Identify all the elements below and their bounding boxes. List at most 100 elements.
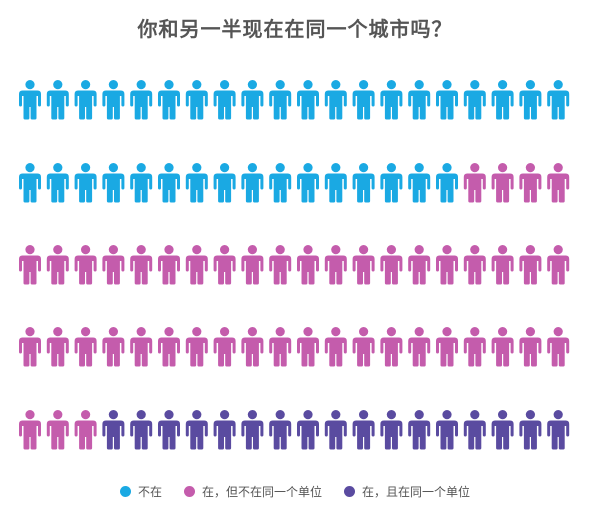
person-icon [519, 410, 542, 450]
person-icon [74, 327, 97, 367]
person-icon [241, 80, 264, 120]
person-icon [463, 327, 486, 367]
person-icon [547, 80, 570, 120]
person-icon [269, 163, 292, 203]
person-icon [491, 410, 514, 450]
person-icon [213, 327, 236, 367]
person-icon [46, 410, 69, 450]
person-icon [380, 80, 403, 120]
legend-item-same-city-diff-unit: 在，但不在同一个单位 [183, 483, 322, 500]
person-icon [408, 410, 431, 450]
person-icon [297, 163, 319, 203]
person-icon [158, 80, 180, 120]
person-icon [102, 410, 125, 450]
person-icon [241, 245, 264, 285]
person-icon [158, 327, 180, 367]
person-icon [408, 163, 431, 203]
person-icon [269, 327, 292, 367]
person-icon [46, 245, 69, 285]
legend-swatch [183, 486, 195, 497]
person-icon [241, 163, 264, 203]
person-icon [463, 80, 486, 120]
person-icon [297, 327, 319, 367]
person-icon [547, 163, 570, 203]
person-icon [213, 80, 236, 120]
person-icon [408, 327, 431, 367]
person-icon [491, 80, 514, 120]
legend-item-not-same-city: 不在 [119, 483, 162, 500]
person-icon [380, 410, 403, 450]
person-icon [463, 245, 486, 285]
person-icon [519, 327, 542, 367]
person-icon [380, 327, 403, 367]
person-icon [436, 163, 458, 203]
person-icon [547, 245, 570, 285]
chart-title: 你和另一半现在在同一个城市吗？ [137, 17, 453, 41]
person-icon [46, 163, 69, 203]
person-icon [380, 245, 403, 285]
person-icon [19, 410, 41, 450]
person-icon [46, 327, 69, 367]
person-icon [547, 327, 570, 367]
person-icon [436, 245, 458, 285]
person-icon [19, 80, 41, 120]
person-icon [463, 163, 486, 203]
person-icon [213, 410, 236, 450]
person-icon [352, 245, 375, 285]
person-icon [74, 410, 97, 450]
person-icon [185, 80, 208, 120]
person-icon [74, 245, 97, 285]
person-icon [352, 80, 375, 120]
person-icon [130, 80, 153, 120]
person-icon [324, 163, 347, 203]
person-icon [130, 163, 153, 203]
person-icon [130, 327, 153, 367]
person-icon [297, 80, 319, 120]
person-icon [380, 163, 403, 203]
person-icon [519, 163, 542, 203]
legend: 不在 在，但不在同一个单位 在，且在同一个单位 [0, 483, 590, 500]
person-icon [269, 410, 292, 450]
person-icon [46, 80, 69, 120]
person-icon [213, 245, 236, 285]
person-icon [491, 163, 514, 203]
person-icon [74, 163, 97, 203]
person-icon [158, 163, 180, 203]
person-icon [408, 245, 431, 285]
person-icon [463, 410, 486, 450]
person-icon [436, 80, 458, 120]
person-icon [324, 327, 347, 367]
person-icon [213, 163, 236, 203]
person-icon [102, 163, 125, 203]
person-icon [408, 80, 431, 120]
person-icon [436, 410, 458, 450]
person-icon [185, 410, 208, 450]
person-icon [297, 245, 319, 285]
person-icon [102, 80, 125, 120]
legend-item-same-city-same-unit: 在，且在同一个单位 [344, 483, 470, 500]
person-icon [158, 410, 180, 450]
legend-swatch [344, 486, 355, 497]
person-icon [19, 327, 41, 367]
person-icon [74, 80, 97, 120]
person-icon [324, 410, 347, 450]
person-icon [352, 410, 375, 450]
legend-label: 在，且在同一个单位 [362, 485, 471, 499]
person-icon [130, 410, 153, 450]
person-icon [436, 327, 458, 367]
person-icon [102, 245, 125, 285]
pictograph-chart [19, 80, 570, 450]
legend-label: 在，但不在同一个单位 [201, 485, 322, 499]
person-icon [269, 80, 292, 120]
person-icon [547, 410, 570, 450]
person-icon [519, 245, 542, 285]
person-icon [185, 163, 208, 203]
person-icon [130, 245, 153, 285]
person-icon [241, 410, 264, 450]
legend-swatch [119, 486, 131, 497]
person-icon [352, 163, 375, 203]
person-icon [185, 245, 208, 285]
person-icon [519, 80, 542, 120]
person-icon [352, 327, 375, 367]
person-icon [158, 245, 180, 285]
